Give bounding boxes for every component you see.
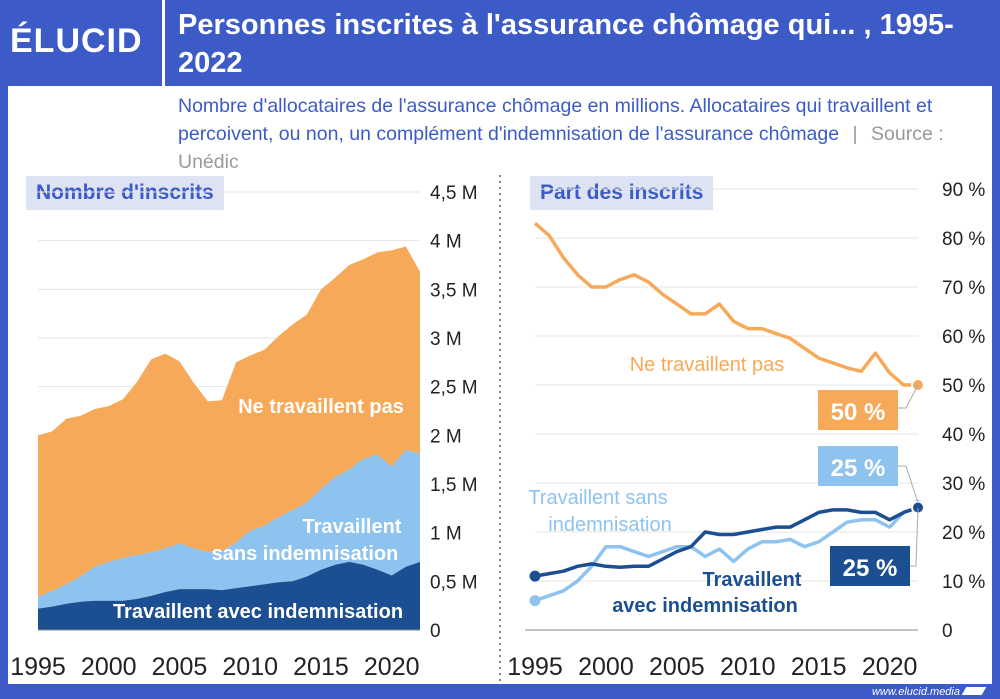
chart-subtitle: Nombre d'allocataires de l'assurance chô…: [178, 92, 988, 176]
label-travaillent-avec: Travaillent avec indemnisation: [113, 601, 403, 623]
right-label-avec-line1: Travaillent: [703, 569, 802, 591]
line-ne-travaillent-pas: [533, 221, 918, 387]
callout-25-avec-label: 25 %: [843, 555, 898, 582]
label-travaillent-sans-line1: Travaillent: [303, 516, 402, 538]
left-y-tick-label: 4,5 M: [430, 183, 478, 204]
right-y-tick-label: 20 %: [942, 523, 985, 544]
right-y-tick-label: 60 %: [942, 327, 985, 348]
left-x-tick-label: 2000: [81, 653, 137, 681]
subtitle-separator: |: [852, 123, 858, 145]
callout-box-25-sans: [818, 446, 898, 486]
right-x-tick-label: 2015: [791, 653, 847, 681]
right-label-sans-line1: Travaillent sans: [528, 487, 667, 509]
right-y-tick-label: 30 %: [942, 474, 985, 495]
left-x-tick-label: 1995: [10, 653, 66, 681]
area-travaillent-avec-indemnisation: [38, 561, 420, 630]
line-travaillent-avec-indemnisation: [534, 505, 919, 578]
start-marker-sans: [529, 595, 541, 607]
right-x-tick-label: 1995: [507, 653, 563, 681]
logo-divider: [162, 0, 165, 86]
header-bar: ÉLUCID Personnes inscrites à l'assurance…: [0, 0, 1000, 86]
connector-50: [898, 384, 919, 409]
connector-25-avec: [910, 507, 919, 567]
left-y-tick-label: 0,5 M: [430, 572, 478, 593]
area-ne-travaillent-pas: [38, 246, 420, 597]
elucid-logo: ÉLUCID: [10, 22, 143, 60]
right-y-tick-label: 70 %: [942, 278, 985, 299]
subtitle-text: Nombre d'allocataires de l'assurance chô…: [178, 95, 933, 145]
chart-title: Personnes inscrites à l'assurance chômag…: [178, 9, 954, 79]
left-y-tick-label: 0: [430, 621, 441, 642]
start-marker-avec: [529, 570, 541, 582]
right-y-tick-label: 90 %: [942, 180, 985, 201]
left-y-tick-label: 1,5 M: [430, 475, 478, 496]
right-chart-title: Part des inscrits: [530, 176, 714, 210]
right-y-tick-label: 10 %: [942, 572, 985, 593]
right-y-tick-label: 40 %: [942, 425, 985, 446]
left-y-tick-label: 1 M: [430, 524, 462, 545]
left-y-tick-label: 4 M: [430, 232, 462, 253]
left-y-tick-label: 2 M: [430, 426, 462, 447]
right-label-ne-travaillent-pas: Ne travaillent pas: [630, 354, 785, 376]
right-label-sans-line2: indemnisation: [548, 514, 671, 536]
left-x-tick-label: 2005: [152, 653, 208, 681]
right-x-tick-label: 2005: [649, 653, 705, 681]
left-y-tick-label: 3,5 M: [430, 280, 478, 301]
line-travaillent-sans-indemnisation: [534, 505, 919, 603]
footer-url[interactable]: www.elucid.media: [871, 686, 960, 698]
source-text: Source : Unédic: [178, 123, 944, 173]
right-label-avec-line2: avec indemnisation: [612, 595, 798, 617]
left-y-tick-label: 3 M: [430, 329, 462, 350]
left-y-tick-label: 2,5 M: [430, 378, 478, 399]
right-x-tick-label: 2000: [578, 653, 634, 681]
right-y-tick-label: 0: [942, 621, 953, 642]
area-travaillent-sans-indemnisation: [38, 449, 420, 609]
callout-50-label: 50 %: [831, 399, 886, 426]
label-travaillent-sans-line2: sans indemnisation: [212, 543, 399, 565]
right-y-tick-label: 50 %: [942, 376, 985, 397]
left-x-tick-label: 2015: [293, 653, 349, 681]
left-x-tick-label: 2010: [222, 653, 278, 681]
label-ne-travaillent-pas: Ne travaillent pas: [238, 396, 404, 418]
right-y-tick-label: 80 %: [942, 229, 985, 250]
left-x-tick-label: 2020: [364, 653, 420, 681]
callout-box-50: [818, 390, 898, 430]
left-chart-title: Nombre d'inscrits: [26, 176, 224, 210]
right-x-tick-label: 2020: [862, 653, 918, 681]
right-x-tick-label: 2010: [720, 653, 776, 681]
connector-25-sans: [898, 465, 919, 504]
callout-box-25-avec: [830, 546, 910, 586]
callout-25-sans-label: 25 %: [831, 455, 886, 482]
